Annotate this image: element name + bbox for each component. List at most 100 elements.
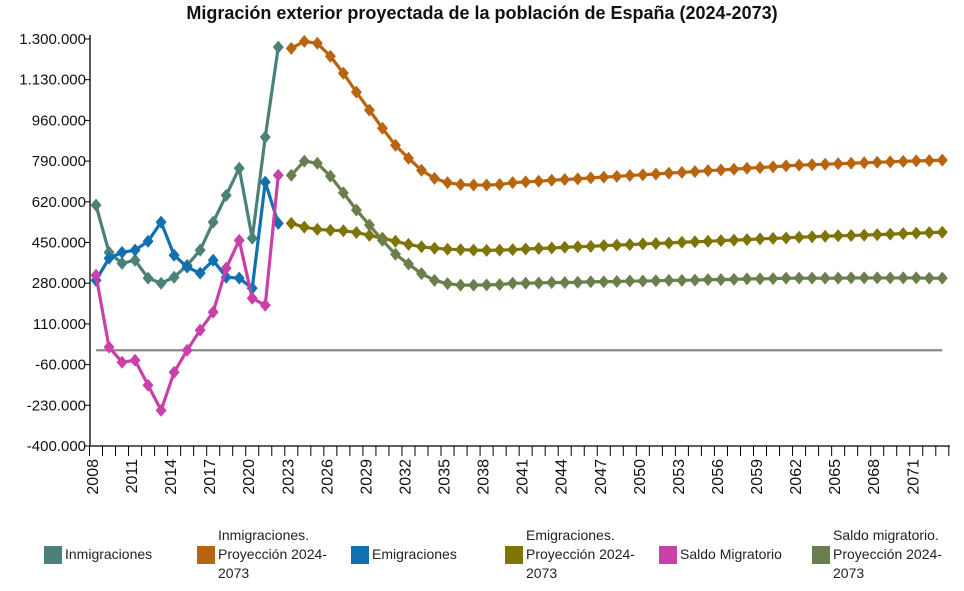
data-point-marker xyxy=(90,268,102,282)
data-point-marker xyxy=(233,233,245,247)
data-point-marker xyxy=(910,226,922,240)
data-point-marker xyxy=(429,171,441,185)
data-point-marker xyxy=(259,298,271,312)
plot-area xyxy=(90,34,948,417)
x-tick-label: 2023 xyxy=(280,459,297,495)
data-point-marker xyxy=(780,271,792,285)
data-point-marker xyxy=(402,237,414,251)
legend-swatch xyxy=(505,545,523,564)
legend-item[interactable]: Inmigraciones. Proyección 2024-2073 xyxy=(197,526,337,583)
data-point-marker xyxy=(676,235,688,249)
data-point-marker xyxy=(871,271,883,285)
data-point-marker xyxy=(650,274,662,288)
legend-swatch xyxy=(812,545,830,564)
x-tick-label: 2026 xyxy=(319,459,336,495)
data-point-marker xyxy=(598,239,610,253)
data-point-marker xyxy=(806,271,818,285)
data-point-marker xyxy=(936,153,948,167)
data-point-marker xyxy=(416,163,427,177)
legend-swatch xyxy=(44,545,62,564)
data-point-marker xyxy=(103,251,115,265)
x-tick-label: 2053 xyxy=(671,459,688,495)
axes: 1.300.000 1.130.000 960.000 790.000 620.000 4… xyxy=(19,31,950,495)
data-point-marker xyxy=(442,176,454,190)
legend-label: Inmigraciones. Proyección 2024-2073 xyxy=(218,527,327,581)
data-point-marker xyxy=(793,158,805,172)
legend-item[interactable]: Saldo Migratorio xyxy=(659,545,799,564)
legend-item[interactable]: Inmigraciones xyxy=(44,545,184,564)
data-point-marker xyxy=(324,223,336,237)
data-point-marker xyxy=(416,240,427,254)
legend-label: Emigraciones. Proyección 2024-2073 xyxy=(526,527,635,581)
legend-item[interactable]: Emigraciones. Proyección 2024-2073 xyxy=(505,526,645,583)
legend-label: Inmigraciones xyxy=(65,546,153,562)
legend-item[interactable]: Saldo migratorio. Proyección 2024-2073 xyxy=(812,526,952,583)
x-tick-label: 2017 xyxy=(202,459,219,495)
y-tick-label: 620.000 xyxy=(32,194,86,211)
data-point-marker xyxy=(194,243,206,257)
data-point-marker xyxy=(858,228,870,242)
data-point-marker xyxy=(481,243,493,257)
y-tick-label: -60.000 xyxy=(35,357,86,374)
data-point-marker xyxy=(793,230,805,244)
data-point-marker xyxy=(507,276,519,290)
data-point-marker xyxy=(129,253,141,267)
legend-label: Saldo Migratorio xyxy=(680,546,782,562)
data-point-marker xyxy=(389,247,401,261)
data-point-marker xyxy=(481,278,493,292)
data-point-marker xyxy=(741,233,753,247)
data-point-marker xyxy=(376,233,388,247)
data-point-marker xyxy=(585,171,597,185)
data-point-marker xyxy=(494,178,506,192)
data-point-marker xyxy=(259,175,271,189)
data-point-marker xyxy=(207,215,219,229)
data-point-marker xyxy=(676,165,688,179)
data-point-marker xyxy=(168,248,180,262)
data-point-marker xyxy=(142,234,154,248)
data-point-marker xyxy=(481,178,493,192)
data-point-marker xyxy=(546,173,558,187)
data-point-marker xyxy=(142,378,154,392)
data-point-marker xyxy=(715,273,727,287)
x-tick-label: 2059 xyxy=(749,459,766,495)
data-point-marker xyxy=(923,154,935,168)
x-tick-label: 2050 xyxy=(632,459,649,495)
data-point-marker xyxy=(494,278,506,292)
data-point-marker xyxy=(533,276,545,290)
series xyxy=(90,168,284,417)
data-point-marker xyxy=(272,168,284,182)
data-point-marker xyxy=(337,66,349,80)
series xyxy=(90,175,284,295)
data-point-marker xyxy=(858,156,870,170)
x-tick-label: 2068 xyxy=(866,459,883,495)
data-point-marker xyxy=(520,242,532,256)
data-point-marker xyxy=(689,165,701,179)
data-point-marker xyxy=(402,257,414,271)
data-point-marker xyxy=(819,229,831,243)
data-point-marker xyxy=(194,266,206,280)
data-point-marker xyxy=(311,156,323,170)
x-tick-label: 2044 xyxy=(554,459,571,495)
data-point-marker xyxy=(624,274,636,288)
data-point-marker xyxy=(754,272,766,286)
data-point-marker xyxy=(389,234,401,248)
data-point-marker xyxy=(741,161,753,175)
data-point-marker xyxy=(702,164,714,178)
data-point-marker xyxy=(585,275,597,289)
data-point-marker xyxy=(233,271,245,285)
data-point-marker xyxy=(611,169,623,183)
x-tick-label: 2011 xyxy=(124,459,141,494)
data-point-marker xyxy=(207,305,219,319)
data-point-marker xyxy=(624,238,636,252)
data-point-marker xyxy=(624,168,636,182)
data-point-marker xyxy=(155,276,167,290)
x-tick-label: 2035 xyxy=(437,459,454,495)
data-point-marker xyxy=(884,271,896,285)
data-point-marker xyxy=(741,272,753,286)
x-tick-label: 2047 xyxy=(593,459,610,495)
data-point-marker xyxy=(181,343,193,357)
data-point-marker xyxy=(507,176,519,190)
legend-item[interactable]: Emigraciones xyxy=(351,545,491,564)
y-tick-label: -230.000 xyxy=(27,397,86,414)
